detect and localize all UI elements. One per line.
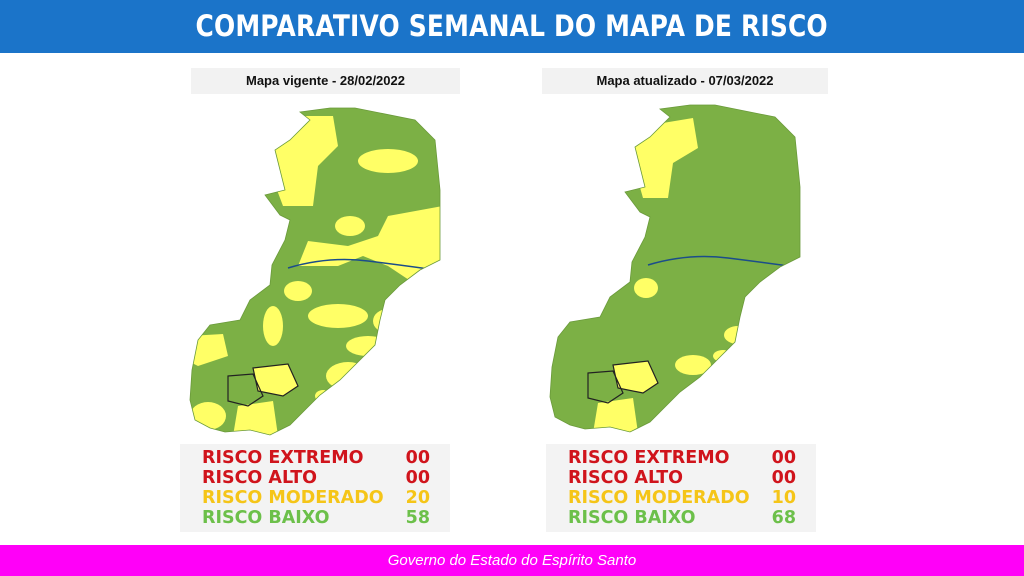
legend-row-baixo: RISCO BAIXO 68 [568, 508, 796, 528]
legend-row-extremo: RISCO EXTREMO 00 [568, 448, 796, 468]
legend-current: RISCO EXTREMO 00 RISCO ALTO 00 RISCO MODER… [180, 444, 450, 532]
legend-row-moderado: RISCO MODERADO 10 [568, 488, 796, 508]
legend-label: RISCO EXTREMO [202, 448, 364, 468]
map-title-updated: Mapa atualizado - 07/03/2022 [542, 68, 828, 94]
highlighted-boundary [227, 363, 299, 407]
legend-label: RISCO ALTO [202, 468, 318, 488]
legend-label: RISCO EXTREMO [568, 448, 730, 468]
legend-label: RISCO ALTO [568, 468, 684, 488]
page-title: COMPARATIVO SEMANAL DO MAPA DE RISCO [195, 9, 829, 43]
legend-count: 58 [405, 508, 430, 528]
legend-count: 00 [771, 448, 796, 468]
legend-label: RISCO BAIXO [202, 508, 330, 528]
legend-updated: RISCO EXTREMO 00 RISCO ALTO 00 RISCO MODER… [546, 444, 816, 532]
legend-count: 00 [771, 468, 796, 488]
legend-row-moderado: RISCO MODERADO 20 [202, 488, 430, 508]
footer: Governo do Estado do Espírito Santo [0, 545, 1024, 576]
legend-row-baixo: RISCO BAIXO 58 [202, 508, 430, 528]
river [287, 258, 440, 272]
legend-count: 10 [771, 488, 796, 508]
legend-count: 20 [405, 488, 430, 508]
legend-row-alto: RISCO ALTO 00 [568, 468, 796, 488]
risk-map-updated [549, 104, 801, 433]
legend-row-alto: RISCO ALTO 00 [202, 468, 430, 488]
legend-label: RISCO BAIXO [568, 508, 696, 528]
page-header: COMPARATIVO SEMANAL DO MAPA DE RISCO [0, 0, 1024, 53]
map-title-current: Mapa vigente - 28/02/2022 [191, 68, 460, 94]
legend-row-extremo: RISCO EXTREMO 00 [202, 448, 430, 468]
legend-count: 00 [405, 468, 430, 488]
legend-count: 68 [771, 508, 796, 528]
risk-map-current [189, 107, 441, 436]
legend-label: RISCO MODERADO [568, 488, 750, 508]
legend-label: RISCO MODERADO [202, 488, 384, 508]
river [647, 255, 800, 269]
highlighted-boundary [587, 360, 659, 404]
legend-count: 00 [405, 448, 430, 468]
